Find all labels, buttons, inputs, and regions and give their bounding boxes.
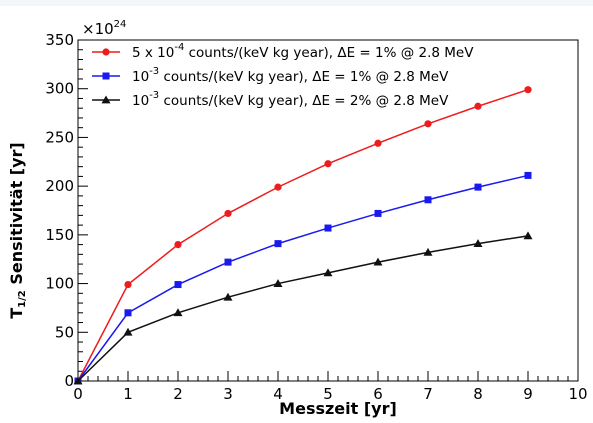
y-title-subscript: 1/2 xyxy=(17,290,28,308)
data-point-square xyxy=(374,209,382,217)
data-point-triangle xyxy=(473,239,483,248)
legend-label-suffix: counts/(keV kg year), ΔE = 2% @ 2.8 MeV xyxy=(159,93,449,109)
y-tick-label: 300 xyxy=(45,80,74,98)
data-point-circle xyxy=(424,120,432,128)
legend-marker xyxy=(102,48,110,56)
data-point-circle xyxy=(374,139,382,147)
y-axis-multiplier: ×1024 xyxy=(82,19,126,38)
data-point-circle xyxy=(274,183,282,191)
y-tick-label: 0 xyxy=(64,372,74,390)
legend-label-suffix: counts/(keV kg year), ΔE = 1% @ 2.8 MeV xyxy=(159,69,449,85)
data-point-triangle xyxy=(173,308,183,317)
top-strip xyxy=(0,0,593,6)
x-tick-label: 4 xyxy=(273,385,283,403)
x-tick-label: 1 xyxy=(123,385,133,403)
x-tick-label: 2 xyxy=(173,385,183,403)
series-line xyxy=(77,174,529,382)
legend-label-prefix: 10 xyxy=(132,69,149,85)
data-point-triangle xyxy=(373,257,383,266)
legend-label-exponent: -4 xyxy=(174,42,184,53)
legend-label-prefix: 5 x 10 xyxy=(132,45,174,61)
data-point-square xyxy=(324,224,332,232)
legend: 5 x 10-4 counts/(keV kg year), ΔE = 1% @… xyxy=(92,42,474,109)
y-tick-label: 150 xyxy=(45,226,74,244)
legend-entry: 10-3 counts/(keV kg year), ΔE = 2% @ 2.8… xyxy=(92,90,449,109)
legend-label-exponent: -3 xyxy=(149,90,159,101)
legend-marker xyxy=(102,72,110,80)
data-point-square xyxy=(524,171,532,179)
legend-entry: 5 x 10-4 counts/(keV kg year), ΔE = 1% @… xyxy=(92,42,474,61)
y-multiplier-exponent: 24 xyxy=(114,19,127,30)
x-tick-label: 6 xyxy=(373,385,383,403)
x-axis-ticks: 0 1 2 3 4 5 6 7 8 9 10 xyxy=(73,371,588,403)
data-series xyxy=(73,86,533,385)
data-point-triangle xyxy=(523,231,533,240)
data-point-square xyxy=(424,196,432,204)
y-tick-label: 250 xyxy=(45,128,74,146)
x-tick-label: 8 xyxy=(473,385,483,403)
data-point-circle xyxy=(474,102,482,110)
data-point-circle xyxy=(124,280,132,289)
series-line xyxy=(77,235,529,382)
axes: 0 1 2 3 4 5 6 7 8 9 10 0 50 100 150 200 250 300 350 xyxy=(45,31,587,403)
legend-label-exponent: -3 xyxy=(149,66,159,77)
data-point-circle xyxy=(324,160,332,168)
data-point-triangle xyxy=(123,327,133,336)
y-tick-label: 350 xyxy=(45,31,74,49)
data-point-triangle xyxy=(423,247,433,256)
data-point-triangle xyxy=(223,292,233,301)
y-title-symbol: T xyxy=(7,308,26,319)
series-line xyxy=(77,88,529,382)
data-point-triangle xyxy=(73,376,83,385)
data-point-triangle xyxy=(273,279,283,287)
y-tick-label: 50 xyxy=(55,323,74,341)
x-tick-label: 10 xyxy=(568,385,587,403)
y-title-rest: Sensitivität [yr] xyxy=(7,142,26,290)
legend-label-prefix: 10 xyxy=(132,93,149,109)
y-multiplier-base: ×10 xyxy=(82,20,114,38)
x-tick-label: 7 xyxy=(423,385,433,403)
data-point-square xyxy=(124,309,132,317)
y-tick-label: 200 xyxy=(45,177,74,195)
data-point-square xyxy=(474,183,482,191)
series-triangle xyxy=(73,231,533,385)
x-tick-label: 9 xyxy=(523,385,533,403)
data-point-square xyxy=(174,281,182,289)
data-point-triangle xyxy=(323,268,333,277)
x-tick-label: 3 xyxy=(223,385,233,403)
y-tick-label: 100 xyxy=(45,275,74,293)
legend-label-suffix: counts/(keV kg year), ΔE = 1% @ 2.8 MeV xyxy=(184,45,474,61)
data-point-circle xyxy=(174,241,182,249)
legend-marker xyxy=(101,95,111,104)
legend-entry: 10-3 counts/(keV kg year), ΔE = 1% @ 2.8… xyxy=(92,66,449,85)
x-tick-label: 5 xyxy=(323,385,333,403)
legend-label: 10-3 counts/(keV kg year), ΔE = 1% @ 2.8… xyxy=(132,66,449,85)
data-point-circle xyxy=(224,209,232,218)
y-axis-title: T1/2 Sensitivität [yr] xyxy=(7,142,28,319)
legend-label: 5 x 10-4 counts/(keV kg year), ΔE = 1% @… xyxy=(132,42,474,61)
y-axis-ticks: 0 50 100 150 200 250 300 350 xyxy=(45,31,88,390)
data-point-square xyxy=(224,258,232,266)
x-tick-label: 0 xyxy=(73,385,83,403)
data-point-circle xyxy=(524,86,532,94)
data-point-square xyxy=(274,240,282,248)
legend-label: 10-3 counts/(keV kg year), ΔE = 2% @ 2.8… xyxy=(132,90,449,109)
x-axis-title: Messzeit [yr] xyxy=(279,399,397,418)
